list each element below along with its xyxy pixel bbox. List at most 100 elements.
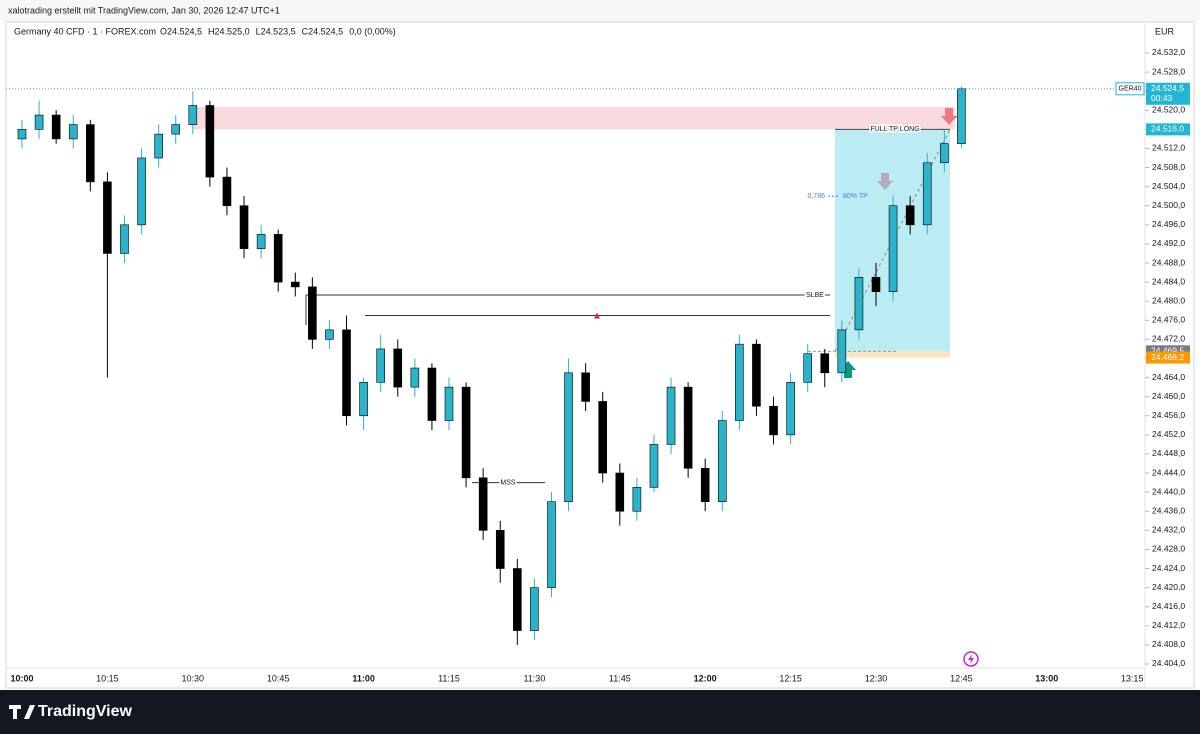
y-tick-label: 24.500,0 [1152, 200, 1185, 210]
candle-body [171, 124, 181, 135]
y-tick-label: 24.432,0 [1152, 525, 1185, 535]
y-tick-label: 24.456,0 [1152, 410, 1185, 420]
currency: EUR [1155, 26, 1175, 36]
y-tick-label: 24.448,0 [1152, 448, 1185, 458]
y-tick-label: 24.480,0 [1152, 295, 1185, 305]
y-tick-label: 24.424,0 [1152, 563, 1185, 573]
candle-body [427, 367, 437, 421]
candle-body [205, 105, 215, 178]
candle-body [256, 234, 266, 249]
candle-body [393, 348, 403, 388]
candle-body [581, 372, 590, 402]
candle-body [154, 133, 163, 159]
supply-zone [193, 106, 955, 130]
x-tick-label: 10:15 [96, 673, 119, 683]
y-tick-label: 24.472,0 [1152, 334, 1185, 344]
candle-body [308, 286, 317, 340]
candle-body [239, 205, 249, 249]
price-label: 24.516,0 [1151, 124, 1184, 134]
candle-body [769, 405, 778, 436]
candle-body [68, 124, 78, 140]
buy-arrow [840, 361, 856, 378]
price-label-bg [1146, 82, 1190, 105]
candle-body [530, 587, 539, 631]
legend-value: 0,0 (0,00%) [349, 26, 396, 36]
x-tick-label: 12:15 [779, 673, 802, 683]
y-tick-label: 24.508,0 [1152, 162, 1185, 172]
legend-value: O24.524,5 [160, 26, 202, 36]
candle-body [922, 162, 932, 226]
candle-body [120, 224, 129, 254]
candle-body [905, 205, 915, 226]
footer-bar [0, 690, 1200, 734]
y-tick-label: 24.504,0 [1152, 181, 1185, 191]
price-label: 24.468,2 [1151, 352, 1184, 362]
countdown: 00:43 [1151, 93, 1173, 103]
candle-body [34, 114, 44, 130]
candle-body [735, 343, 744, 421]
x-tick-label: 12:45 [950, 673, 973, 683]
fib-ratio: 0,786 [807, 193, 825, 200]
x-tick-label: 11:00 [352, 673, 375, 683]
y-tick-label: 24.464,0 [1152, 372, 1185, 382]
y-tick-label: 24.436,0 [1152, 505, 1185, 515]
x-tick-label: 10:00 [10, 673, 33, 683]
candle-body [444, 386, 454, 421]
candle-body [837, 329, 847, 374]
candle-body [598, 401, 608, 474]
fib-label: 80% TP [843, 193, 868, 200]
candle-body [632, 487, 642, 512]
candle-body [513, 568, 522, 631]
price-label: 24.524,5 [1151, 83, 1184, 93]
candle-body [273, 234, 283, 283]
candle-body [683, 386, 693, 469]
y-tick-label: 24.404,0 [1152, 658, 1185, 668]
y-tick-label: 24.520,0 [1152, 105, 1185, 115]
legend-value: C24.524,5 [302, 26, 344, 36]
y-tick-label: 24.440,0 [1152, 486, 1185, 496]
candle-body [854, 277, 864, 331]
symbol: Germany 40 CFD · 1 · FOREX.com [14, 26, 156, 36]
candle-body [752, 343, 761, 407]
candle-body [564, 372, 573, 502]
candle-body [888, 205, 898, 292]
candle-body [957, 88, 966, 144]
slbe-label: SLBE [806, 292, 824, 299]
candle-body [325, 329, 334, 340]
y-tick-label: 24.420,0 [1152, 582, 1185, 592]
legend-value: H24.525,0 [208, 26, 250, 36]
legend-value: L24.523,5 [256, 26, 296, 36]
y-tick-label: 24.408,0 [1152, 639, 1185, 649]
candle-body [803, 353, 812, 383]
chart-frame [5, 21, 1195, 689]
stop-zone [835, 351, 950, 358]
y-tick-label: 24.484,0 [1152, 276, 1185, 286]
y-tick-label: 24.488,0 [1152, 257, 1185, 267]
symbol-tag: GER40 [1119, 86, 1142, 93]
price-label: 24.469,5 [1151, 346, 1184, 356]
x-tick-label: 11:30 [523, 673, 545, 683]
candle-body [700, 467, 710, 502]
header: xalotrading erstellt mit TradingView.com… [8, 5, 280, 15]
y-tick-label: 24.496,0 [1152, 219, 1185, 229]
candle-body [786, 382, 795, 436]
candle-body [137, 157, 146, 226]
candle-body [871, 277, 881, 292]
candle-body [547, 501, 556, 588]
x-tick-label: 12:30 [865, 673, 888, 683]
y-tick-label: 24.476,0 [1152, 315, 1185, 325]
y-tick-label: 24.460,0 [1152, 391, 1185, 401]
y-tick-label: 24.492,0 [1152, 238, 1185, 248]
candle-body [222, 176, 232, 207]
y-tick-label: 24.512,0 [1152, 143, 1185, 153]
footer-logo: TradingView [38, 703, 133, 720]
candle-body [51, 114, 61, 140]
level-marker [594, 312, 600, 319]
x-tick-label: 12:00 [694, 673, 717, 683]
candle-body [359, 382, 368, 417]
price-label-bg [1146, 351, 1190, 364]
x-tick-label: 11:45 [609, 673, 631, 683]
x-tick-label: 10:45 [267, 673, 290, 683]
